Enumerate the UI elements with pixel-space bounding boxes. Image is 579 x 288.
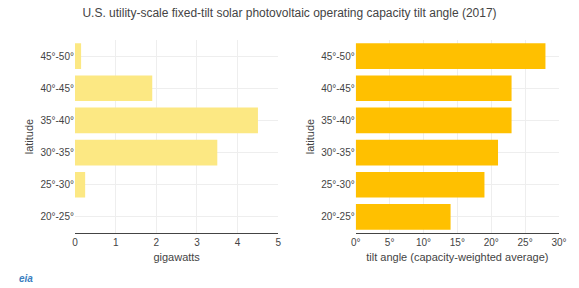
svg-text:0: 0 [72, 237, 78, 248]
svg-text:35°-40°: 35°-40° [321, 115, 355, 126]
svg-text:40°-45°: 40°-45° [40, 83, 74, 94]
svg-text:40°-45°: 40°-45° [321, 83, 355, 94]
svg-text:20°-25°: 20°-25° [40, 211, 74, 222]
svg-text:25°: 25° [518, 237, 533, 248]
svg-text:1: 1 [113, 237, 119, 248]
svg-text:latitude: latitude [23, 119, 35, 154]
svg-text:U.S. utility-scale fixed-tilt: U.S. utility-scale fixed-tilt solar phot… [82, 6, 496, 20]
svg-text:35°-40°: 35°-40° [40, 115, 74, 126]
svg-text:latitude: latitude [304, 119, 316, 154]
svg-text:5: 5 [275, 237, 281, 248]
svg-text:45°-50°: 45°-50° [40, 51, 74, 62]
svg-text:45°-50°: 45°-50° [321, 51, 355, 62]
svg-text:3: 3 [194, 237, 200, 248]
svg-text:2: 2 [154, 237, 160, 248]
svg-text:5°: 5° [385, 237, 395, 248]
svg-text:eia: eia [19, 273, 33, 284]
svg-text:10°: 10° [416, 237, 431, 248]
svg-text:25°-30°: 25°-30° [40, 179, 74, 190]
svg-text:20°-25°: 20°-25° [321, 211, 355, 222]
svg-text:30°-35°: 30°-35° [40, 147, 74, 158]
svg-text:30°: 30° [551, 237, 566, 248]
svg-text:0°: 0° [351, 237, 361, 248]
svg-text:15°: 15° [450, 237, 465, 248]
svg-text:tilt angle (capacity-weighted: tilt angle (capacity-weighted average) [366, 251, 548, 263]
svg-text:20°: 20° [484, 237, 499, 248]
svg-text:gigawatts: gigawatts [153, 251, 200, 263]
svg-text:4: 4 [235, 237, 241, 248]
svg-text:25°-30°: 25°-30° [321, 179, 355, 190]
svg-text:30°-35°: 30°-35° [321, 147, 355, 158]
